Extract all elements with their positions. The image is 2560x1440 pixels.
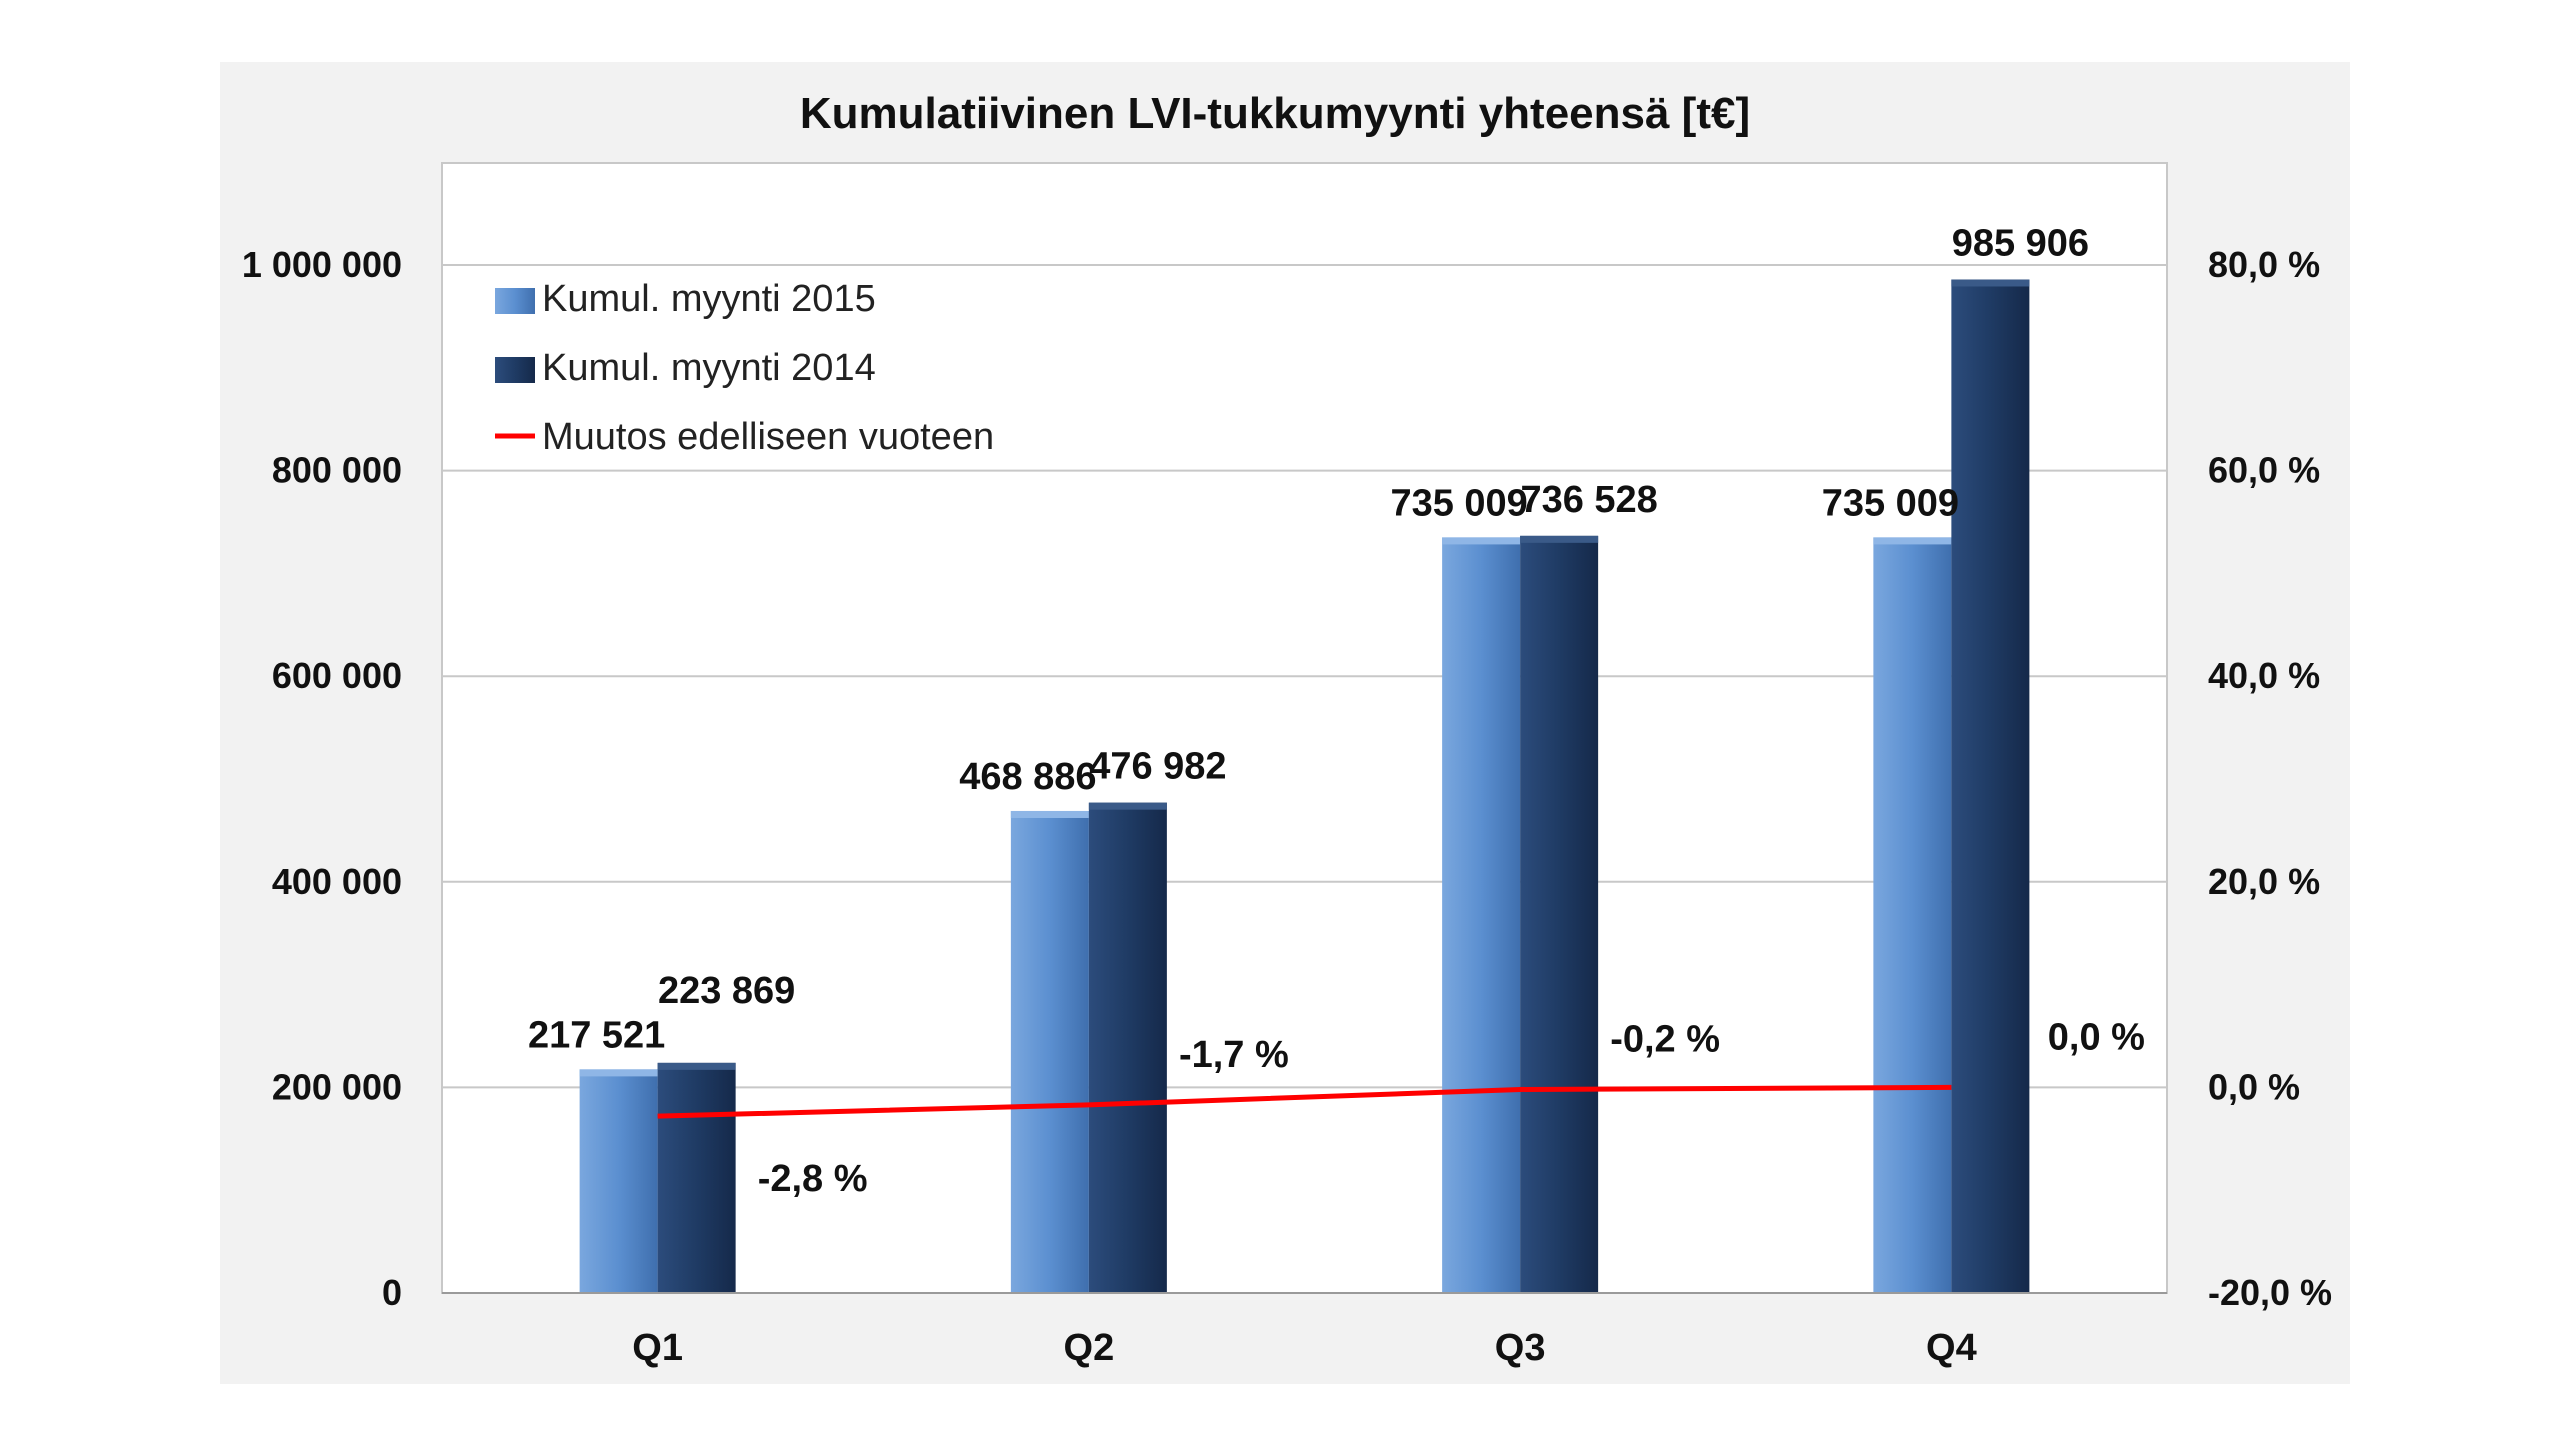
data-label-2014: 736 528 — [1520, 479, 1657, 521]
axes: 0 200 000 400 000 600 000 800 000 1 000 000 -2… — [242, 244, 2332, 1369]
y-right-tick-label: 20,0 % — [2208, 861, 2320, 902]
data-label-2014: 985 906 — [1952, 222, 2089, 264]
bar-2015 — [1010, 810, 1089, 1293]
y-left-tick-label: 400 000 — [272, 861, 402, 902]
y-left-tick-label: 1 000 000 — [242, 244, 402, 285]
y-left-tick-label: 800 000 — [272, 450, 402, 491]
legend-label-2014: Kumul. myynti 2014 — [542, 347, 876, 389]
data-label-2015: 735 009 — [1390, 482, 1527, 524]
data-label-2015: 217 521 — [528, 1014, 665, 1056]
bar-top-bevel — [1088, 802, 1167, 810]
bar-2014 — [1088, 802, 1167, 1293]
change-series-line — [657, 1084, 1952, 1119]
legend-label-2015: Kumul. myynti 2015 — [542, 278, 876, 320]
y-left-tick-label: 200 000 — [272, 1066, 402, 1107]
bar-2015 — [579, 1069, 658, 1293]
data-label-change: -0,2 % — [1610, 1018, 1720, 1060]
x-category-label: Q4 — [1926, 1327, 1977, 1369]
data-label-2015: 735 009 — [1822, 482, 1959, 524]
bar-top-bevel — [1873, 537, 1952, 545]
bar-top-bevel — [657, 1062, 736, 1070]
chart-title: Kumulatiivinen LVI-tukkumyynti yhteensä … — [800, 89, 1750, 138]
bar-2015 — [1442, 537, 1521, 1293]
bar-top-bevel — [1520, 535, 1599, 543]
data-label-2014: 476 982 — [1089, 746, 1226, 788]
y-left-tick-label: 0 — [382, 1272, 402, 1313]
y-right-tick-label: -20,0 % — [2208, 1272, 2332, 1313]
y-left-tick-label: 600 000 — [272, 655, 402, 696]
y-right-tick-label: 0,0 % — [2208, 1066, 2300, 1107]
legend-label-change: Muutos edelliseen vuoteen — [542, 416, 994, 458]
legend-swatch-2015 — [495, 288, 535, 314]
bar-2015 — [1873, 537, 1952, 1293]
y-right-tick-label: 80,0 % — [2208, 244, 2320, 285]
data-label-2014: 223 869 — [658, 970, 795, 1012]
bar-2014 — [1951, 279, 2030, 1293]
bar-top-bevel — [1010, 810, 1089, 818]
y-right-tick-label: 40,0 % — [2208, 655, 2320, 696]
bars — [579, 279, 2030, 1293]
y-right-tick-label: 60,0 % — [2208, 450, 2320, 491]
bar-top-bevel — [1951, 279, 2030, 287]
data-label-2015: 468 886 — [959, 756, 1096, 798]
legend-swatch-2014 — [495, 357, 535, 383]
bar-2014 — [1520, 535, 1599, 1293]
data-label-change: -1,7 % — [1179, 1034, 1289, 1076]
legend: Kumul. myynti 2015 Kumul. myynti 2014 Mu… — [495, 278, 994, 458]
bar-2014 — [657, 1062, 736, 1293]
x-category-label: Q2 — [1064, 1327, 1115, 1369]
data-label-change: 0,0 % — [2048, 1016, 2145, 1058]
bar-top-bevel — [579, 1069, 658, 1077]
x-category-label: Q1 — [632, 1327, 683, 1369]
data-label-change: -2,8 % — [758, 1158, 868, 1200]
x-category-label: Q3 — [1495, 1327, 1546, 1369]
change-line — [657, 1084, 1952, 1119]
bar-top-bevel — [1442, 537, 1521, 545]
